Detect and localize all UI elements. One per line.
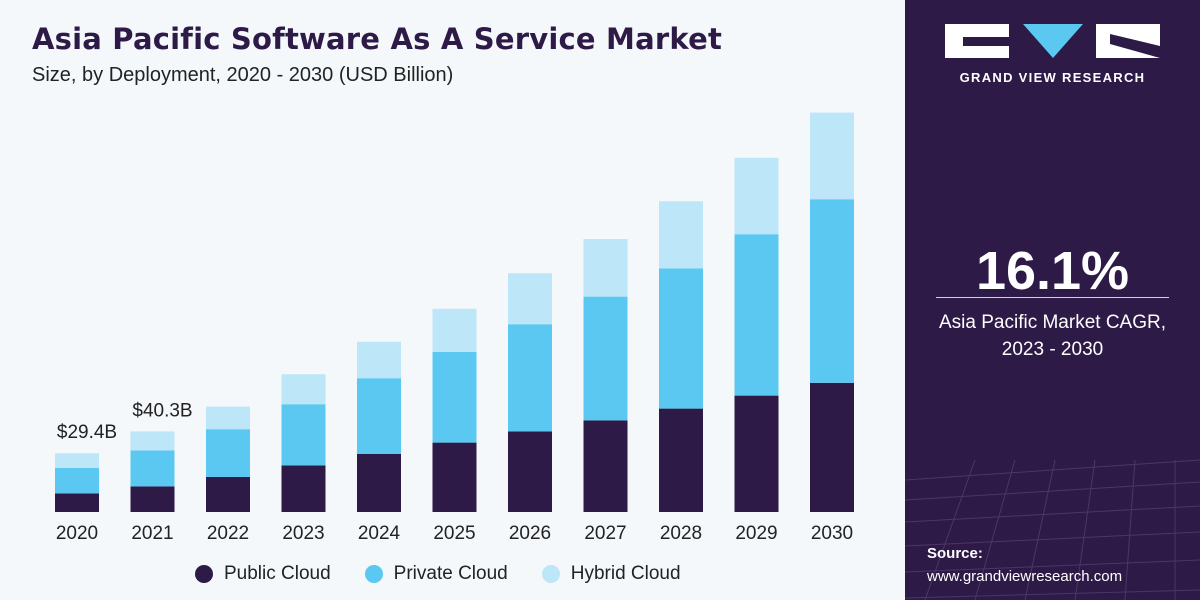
x-tick-label: 2028 — [660, 523, 702, 544]
bar-private-cloud-2023 — [281, 404, 326, 466]
source-label: Source: — [927, 545, 983, 562]
x-tick-label: 2022 — [207, 523, 249, 544]
bar-private-cloud-2021 — [130, 450, 175, 487]
bar-public-cloud-2027 — [583, 420, 628, 512]
legend-label: Hybrid Cloud — [570, 563, 681, 584]
bar-hybrid-cloud-2030 — [810, 112, 854, 200]
x-tick-label: 2020 — [56, 523, 98, 544]
bar-hybrid-cloud-2027 — [583, 239, 628, 297]
bar-hybrid-cloud-2021 — [130, 431, 175, 451]
legend-label: Private Cloud — [393, 563, 508, 584]
brand-name: GRAND VIEW RESEARCH — [959, 70, 1146, 85]
bar-private-cloud-2030 — [810, 199, 854, 383]
bar-hybrid-cloud-2028 — [659, 201, 703, 269]
legend-swatch-public-cloud — [195, 565, 213, 583]
chart-title: Asia Pacific Software As A Service Marke… — [32, 22, 723, 56]
source-url[interactable]: www.grandviewresearch.com — [927, 568, 1123, 585]
bar-private-cloud-2029 — [734, 234, 779, 396]
bar-public-cloud-2020 — [55, 493, 99, 512]
bar-hybrid-cloud-2022 — [206, 406, 250, 430]
bar-hybrid-cloud-2023 — [281, 374, 326, 405]
divider — [936, 297, 1169, 298]
x-tick-label: 2029 — [735, 523, 777, 544]
legend-swatch-hybrid-cloud — [541, 565, 560, 583]
bar-public-cloud-2023 — [281, 465, 326, 512]
legend-item-hybrid-cloud: Hybrid Cloud — [541, 563, 681, 585]
bar-hybrid-cloud-2026 — [508, 273, 552, 325]
bar-public-cloud-2024 — [357, 454, 401, 512]
bar-public-cloud-2030 — [810, 382, 854, 512]
bar-private-cloud-2020 — [55, 467, 99, 494]
bar-private-cloud-2024 — [357, 378, 401, 454]
perspective-grid-decoration — [905, 459, 1200, 600]
info-sidebar: GRAND VIEW RESEARCH 16.1% Asia Pacific M… — [905, 0, 1200, 600]
legend-label: Public Cloud — [224, 563, 331, 584]
bar-public-cloud-2025 — [432, 442, 477, 512]
x-tick-label: 2021 — [131, 523, 173, 544]
bar-private-cloud-2028 — [659, 268, 703, 409]
x-tick-label: 2026 — [509, 523, 551, 544]
cagr-caption: Asia Pacific Market CAGR, 2023 - 2030 — [905, 309, 1200, 363]
bar-public-cloud-2029 — [734, 395, 779, 512]
cagr-value: 16.1% — [975, 241, 1130, 301]
bar-hybrid-cloud-2020 — [55, 453, 99, 468]
grand-view-research-logo — [945, 24, 1160, 58]
bar-private-cloud-2026 — [508, 324, 552, 432]
legend-swatch-private-cloud — [364, 565, 383, 583]
bar-public-cloud-2026 — [508, 431, 552, 512]
bar-private-cloud-2027 — [583, 296, 628, 421]
data-label: $29.4B — [57, 422, 117, 443]
bar-private-cloud-2025 — [432, 351, 477, 443]
chart-panel: Asia Pacific Software As A Service Marke… — [32, 22, 854, 585]
cagr-caption-line-2: 2023 - 2030 — [1001, 339, 1104, 360]
data-label: $40.3B — [132, 400, 192, 421]
x-tick-label: 2025 — [433, 523, 475, 544]
bar-public-cloud-2021 — [130, 486, 175, 512]
legend-item-private-cloud: Private Cloud — [364, 563, 508, 585]
x-tick-label: 2024 — [358, 523, 401, 544]
x-tick-label: 2027 — [584, 523, 626, 544]
chart-subtitle: Size, by Deployment, 2020 - 2030 (USD Bi… — [32, 64, 454, 86]
legend-item-public-cloud: Public Cloud — [195, 563, 331, 585]
stacked-bar-chart: 2020 2021 2022 2023 2024 2025 2026 2027 2028 2029… — [55, 112, 854, 544]
bar-hybrid-cloud-2024 — [357, 341, 401, 379]
x-tick-label: 2030 — [811, 523, 853, 544]
x-tick-label: 2023 — [282, 523, 324, 544]
bar-hybrid-cloud-2025 — [432, 308, 477, 352]
cagr-caption-line-1: Asia Pacific Market CAGR, — [939, 312, 1166, 333]
bar-private-cloud-2022 — [206, 429, 250, 477]
bar-hybrid-cloud-2029 — [734, 157, 779, 235]
bar-public-cloud-2022 — [206, 477, 250, 512]
bar-public-cloud-2028 — [659, 408, 703, 512]
legend: Public Cloud Private Cloud Hybrid Cloud — [195, 563, 715, 585]
